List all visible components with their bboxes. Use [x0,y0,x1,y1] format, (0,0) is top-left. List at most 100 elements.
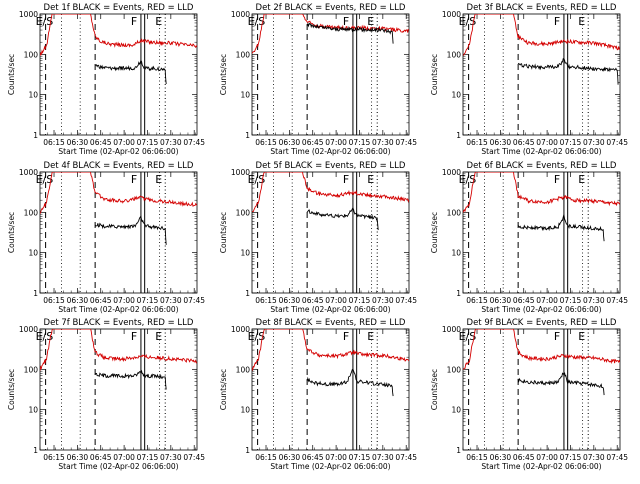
series-trace-black [517,372,605,396]
series-group [252,14,409,54]
x-axis-label: Start Time (02-Apr-02 06:06:00) [481,147,601,156]
y-tick-label: 100 [236,365,251,374]
y-tick-label: 1 [33,131,38,140]
x-tick-label: 07:30 [372,453,394,462]
x-tick-label: 06:15 [466,453,488,462]
series-trace-black [306,206,379,231]
x-tick-label: 06:15 [466,296,488,305]
y-tick-label: 10 [28,406,38,415]
y-tick-label: 1000 [19,325,38,334]
marker-label: F [131,173,137,186]
x-axis-label: Start Time (02-Apr-02 06:06:00) [58,305,178,314]
series-group [463,14,620,85]
y-axis-label: Counts/sec [219,54,228,95]
x-tick-label: 07:30 [583,296,605,305]
marker-label: E/S [459,15,477,28]
x-tick-label: 07:00 [113,453,135,462]
y-tick-label: 100 [447,208,462,217]
x-tick-label: 07:45 [395,138,417,147]
x-tick-label: 07:30 [583,453,605,462]
y-axis-label: Counts/sec [430,212,439,253]
series-group [252,329,409,397]
y-tick-label: 1000 [231,168,250,177]
marker-label: E/S [248,330,266,343]
plot-frame [39,171,198,294]
x-tick-label: 06:45 [513,453,535,462]
x-tick-label: 06:15 [255,296,277,305]
marker-label: F [554,330,560,343]
y-axis-label: Counts/sec [7,54,16,95]
y-tick-label: 1 [245,131,250,140]
x-tick-label: 06:15 [466,138,488,147]
marker-label: E/S [248,173,266,186]
y-tick-label: 1 [456,289,461,298]
series-trace-red [463,329,620,370]
y-tick-label: 1 [456,131,461,140]
x-tick-label: 07:15 [137,453,159,462]
y-axis-label: Counts/sec [7,212,16,253]
series-trace-black [95,59,167,85]
x-tick-label: 07:15 [349,296,371,305]
x-tick-label: 07:15 [560,453,582,462]
marker-label: E [155,330,162,343]
x-tick-label: 06:45 [90,453,112,462]
x-tick-label: 07:30 [160,296,182,305]
x-tick-label: 06:45 [302,453,324,462]
series-trace-black [94,215,167,245]
marker-label: E [367,173,374,186]
series-trace-red [40,14,197,57]
plot-frame [251,171,410,294]
x-tick-label: 07:15 [137,138,159,147]
series-group [463,172,620,242]
x-tick-label: 07:15 [349,453,371,462]
x-tick-label: 07:45 [183,138,205,147]
marker-label: F [131,15,137,28]
chart-panel-1: Det 1f BLACK = Events, RED = LLD 1 10 100 10… [7,3,205,156]
marker-label: F [343,173,349,186]
y-axis-label: Counts/sec [7,369,16,410]
chart-panel-4: Det 4f BLACK = Events, RED = LLD 1 10 100 10… [7,161,205,314]
y-tick-label: 100 [24,50,39,59]
y-tick-label: 1000 [442,325,461,334]
x-tick-label: 06:30 [490,296,512,305]
x-tick-label: 07:45 [395,296,417,305]
plot-frame [462,171,621,294]
y-tick-label: 1000 [442,168,461,177]
y-tick-label: 10 [451,249,461,258]
chart-panel-3: Det 3f BLACK = Events, RED = LLD 1 10 100 10… [430,3,628,156]
x-tick-label: 07:45 [395,453,417,462]
x-tick-label: 07:30 [372,138,394,147]
x-tick-label: 07:00 [113,138,135,147]
x-tick-label: 06:45 [90,296,112,305]
marker-label: F [554,15,560,28]
y-tick-label: 10 [240,91,250,100]
marker-label: F [343,15,349,28]
x-tick-label: 07:00 [325,138,347,147]
x-tick-label: 06:30 [67,138,89,147]
series-trace-black [306,22,394,44]
y-tick-label: 10 [240,249,250,258]
marker-label: E [367,15,374,28]
series-trace-black [306,368,394,397]
x-tick-label: 07:45 [606,296,628,305]
y-tick-label: 1000 [231,10,250,19]
x-axis-label: Start Time (02-Apr-02 06:06:00) [270,462,390,471]
series-trace-black [517,214,605,242]
series-trace-black [517,58,619,85]
y-tick-label: 1 [245,446,250,455]
x-tick-label: 06:30 [490,138,512,147]
x-tick-label: 06:45 [302,296,324,305]
y-tick-label: 1000 [442,10,461,19]
series-group [463,329,620,396]
marker-label: E/S [36,173,54,186]
y-tick-label: 10 [28,91,38,100]
x-tick-label: 06:45 [513,296,535,305]
x-axis-label: Start Time (02-Apr-02 06:06:00) [270,305,390,314]
y-tick-label: 10 [451,91,461,100]
series-group [40,172,197,245]
x-tick-label: 06:30 [279,296,301,305]
marker-label: E [155,173,162,186]
chart-panel-2: Det 2f BLACK = Events, RED = LLD 1 10 100 10… [219,3,417,156]
x-tick-label: 07:15 [560,296,582,305]
